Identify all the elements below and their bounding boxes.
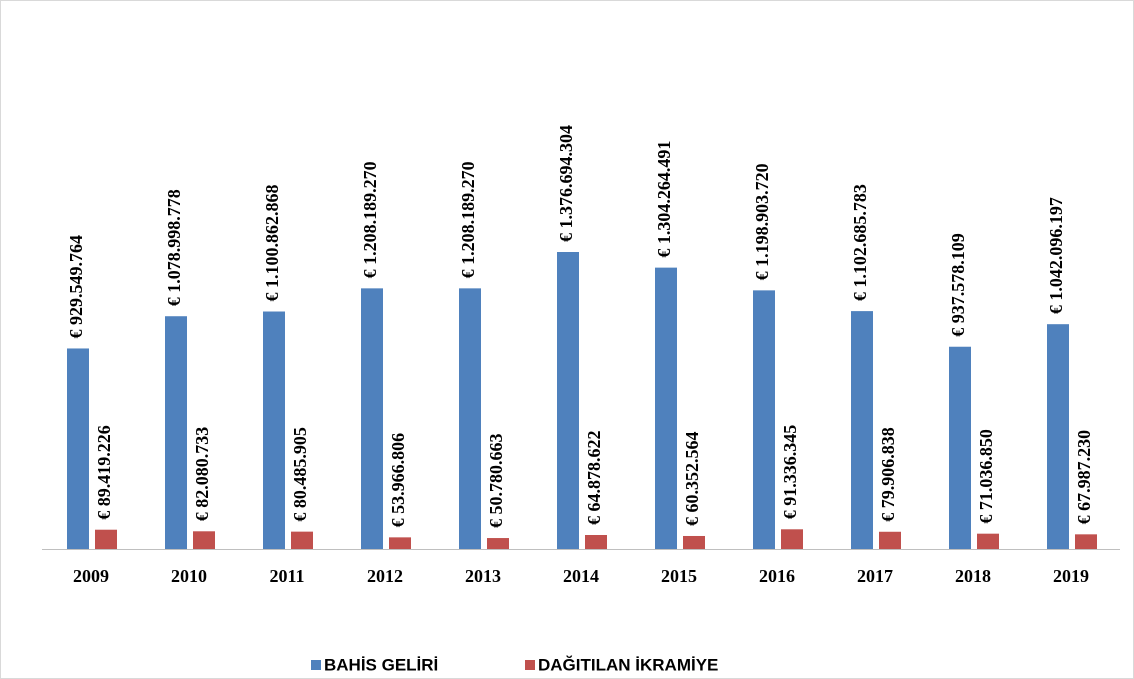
- bar: [1047, 324, 1069, 549]
- legend-label: DAĞITILAN İKRAMİYE: [538, 655, 718, 674]
- data-label: € 91.336.345: [780, 425, 800, 520]
- data-label: € 79.906.838: [878, 427, 898, 522]
- x-tick-label: 2011: [269, 566, 304, 586]
- x-tick-label: 2016: [759, 566, 795, 586]
- data-label: € 53.966.806: [388, 433, 408, 528]
- data-label: € 89.419.226: [94, 425, 114, 520]
- bar: [879, 531, 901, 549]
- x-tick-label: 2010: [171, 566, 207, 586]
- data-label: € 1.042.096.197: [1046, 197, 1066, 314]
- x-tick-label: 2012: [367, 566, 403, 586]
- x-tick-label: 2017: [857, 566, 893, 586]
- data-label: € 67.987.230: [1074, 430, 1094, 525]
- bar: [557, 252, 579, 549]
- bar: [683, 535, 705, 549]
- bar: [193, 531, 215, 549]
- bar: [781, 529, 803, 549]
- legend-label: BAHİS GELİRİ: [324, 655, 438, 674]
- x-tick-label: 2014: [563, 566, 599, 586]
- bar: [459, 288, 481, 549]
- data-label: € 1.102.685.783: [850, 184, 870, 301]
- bar: [585, 535, 607, 549]
- data-label: € 82.080.733: [192, 427, 212, 522]
- bar: [949, 346, 971, 549]
- x-tick-label: 2009: [73, 566, 109, 586]
- bar: [655, 267, 677, 549]
- data-label: € 937.578.109: [948, 233, 968, 337]
- data-label: € 1.208.189.270: [458, 161, 478, 278]
- data-label: € 1.198.903.720: [752, 163, 772, 280]
- data-label: € 1.376.694.304: [556, 125, 576, 242]
- x-tick-label: 2015: [661, 566, 697, 586]
- bar: [753, 290, 775, 549]
- bar: [389, 537, 411, 549]
- x-tick-label: 2018: [955, 566, 991, 586]
- bar: [977, 533, 999, 549]
- bar: [1075, 534, 1097, 549]
- bar: [165, 316, 187, 549]
- legend-swatch: [525, 660, 535, 670]
- data-label: € 929.549.764: [66, 235, 86, 339]
- legend-swatch: [311, 660, 321, 670]
- data-label: € 1.208.189.270: [360, 161, 380, 278]
- data-label: € 80.485.905: [290, 427, 310, 522]
- bar: [487, 538, 509, 549]
- bar: [263, 311, 285, 549]
- bar: [851, 311, 873, 549]
- data-label: € 71.036.850: [976, 429, 996, 524]
- x-tick-label: 2013: [465, 566, 501, 586]
- data-label: € 60.352.564: [682, 431, 702, 526]
- x-tick-label: 2019: [1053, 566, 1089, 586]
- bar: [95, 529, 117, 549]
- bar: [67, 348, 89, 549]
- data-label: € 1.078.998.778: [164, 189, 184, 306]
- data-label: € 50.780.663: [486, 434, 506, 529]
- data-label: € 64.878.622: [584, 431, 604, 526]
- data-label: € 1.304.264.491: [654, 141, 674, 258]
- data-label: € 1.100.862.868: [262, 185, 282, 302]
- bar: [361, 288, 383, 549]
- bar: [291, 531, 313, 549]
